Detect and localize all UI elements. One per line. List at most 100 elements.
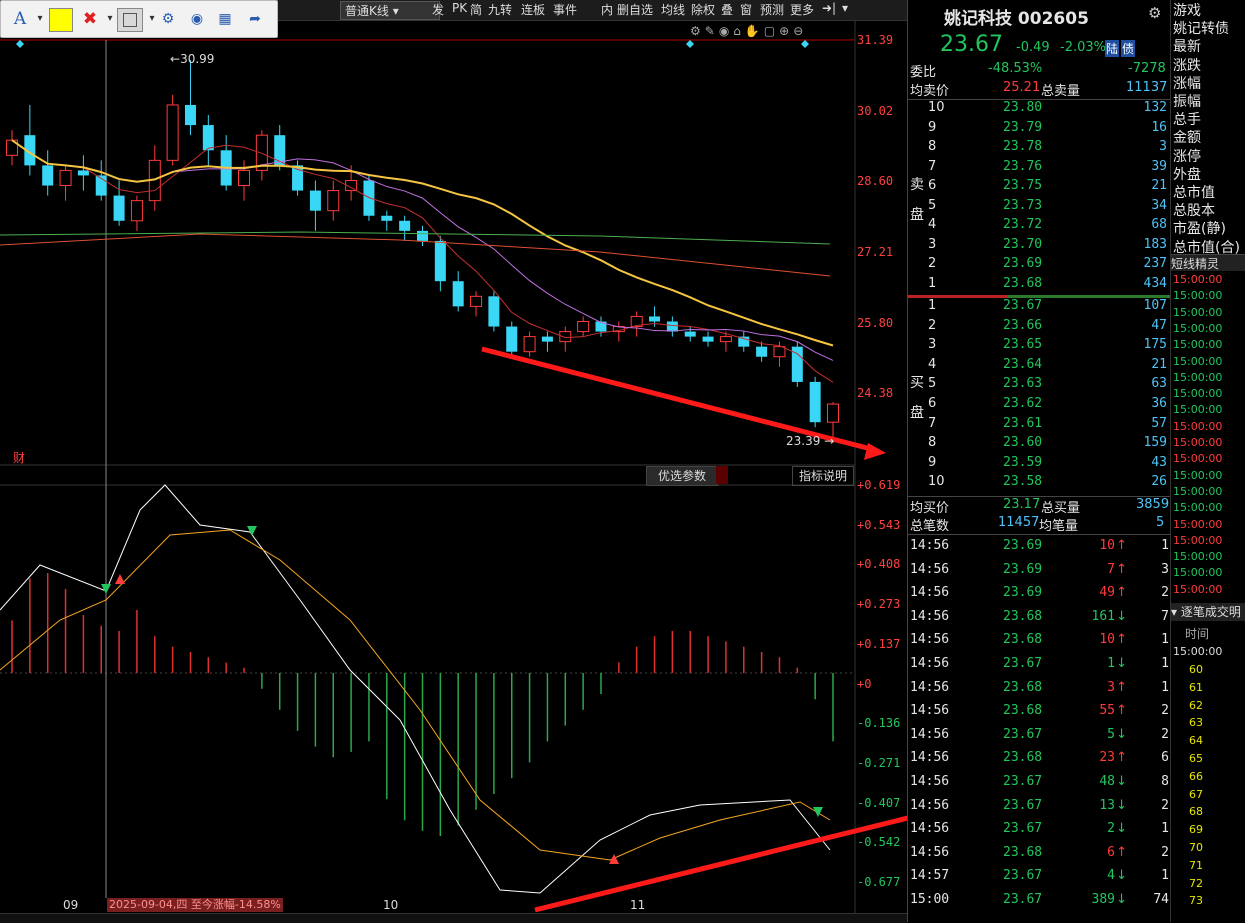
avg-sell-row: 均卖价 25.21 总卖量 11137 [908, 80, 1171, 100]
divergence-arrow[interactable] [534, 815, 907, 913]
arrow-up-icon: ↑ [1116, 844, 1127, 860]
trade-time: 15:00 [910, 892, 950, 907]
delete-icon[interactable]: ✖ [82, 9, 98, 29]
sprite-time: 15:00:00 [1173, 419, 1223, 433]
toolbar-item[interactable]: 连板 [521, 3, 546, 17]
total-sell-value: 11137 [1126, 80, 1168, 95]
weibi-row: 委比 -48.53% -7278 [908, 61, 1171, 80]
trade-count: 2 [1161, 844, 1169, 860]
toolbar-item[interactable]: 删自选 [617, 3, 654, 17]
trade-price: 23.67 [1003, 656, 1043, 671]
order-level: 7 [928, 415, 937, 431]
chart-tool-icons[interactable]: ⚙✎◉⌂✋▢⊕⊖ [690, 24, 808, 38]
trade-price: 23.67 [1003, 821, 1043, 837]
eye-icon[interactable]: ◉ [190, 11, 204, 27]
trade-row: 14:56 23.68 55 ↑ 2 [908, 703, 1171, 722]
tick-detail-title[interactable]: ▾ 逐笔成交明 [1171, 603, 1245, 621]
order-level: 3 [928, 337, 937, 353]
text-tool-icon[interactable]: A [13, 9, 27, 29]
indicator-tabs[interactable] [0, 913, 907, 923]
toolbar-item[interactable]: 简 [470, 3, 483, 17]
arrow-down-icon: ↓ [1116, 608, 1127, 624]
toolbar-item[interactable]: 叠 [721, 3, 734, 17]
price-change-pct: -2.03% [1060, 40, 1106, 55]
bond-badge[interactable]: 债 [1121, 40, 1136, 57]
candle-body [506, 326, 518, 352]
trade-price: 23.67 [1003, 726, 1043, 742]
trade-count: 6 [1161, 750, 1169, 766]
chevron-down-icon[interactable]: ▾ [37, 13, 43, 24]
chevron-down-icon[interactable]: ▾ [149, 13, 155, 24]
trade-time: 14:56 [910, 561, 950, 577]
trade-price: 23.69 [1003, 561, 1043, 577]
order-level: 1 [928, 298, 937, 313]
toolbar-item[interactable]: 除权 [691, 3, 716, 17]
order-price: 23.66 [1003, 317, 1043, 333]
finance-marker[interactable]: 财 [13, 451, 26, 465]
toolbar-item[interactable]: 九转 [488, 3, 513, 17]
trade-count: 8 [1161, 774, 1169, 789]
total-buy-value: 3859 [1136, 497, 1170, 512]
trade-row: 15:00 23.67 389 ↓ 74 [908, 892, 1171, 911]
arrow-head-icon [864, 443, 886, 460]
sell-order-row: 1 23.68 434 [908, 276, 1171, 295]
toolbar-item[interactable]: 窗 [740, 3, 753, 17]
buy-order-row: 3 23.65 175 [908, 337, 1171, 356]
toolbar-item[interactable]: 发 [432, 3, 445, 17]
order-volume: 47 [1151, 317, 1167, 333]
kline-chart[interactable] [0, 20, 907, 922]
shape-tool-icon[interactable] [117, 8, 143, 32]
sprite-time: 15:00:00 [1173, 403, 1223, 417]
trade-row: 14:57 23.67 4 ↓ 1 [908, 868, 1171, 887]
stock-code: 002605 [1017, 9, 1089, 29]
trade-volume: 1 [1107, 656, 1115, 671]
trade-time: 14:56 [910, 585, 950, 601]
sell-order-row: 3 23.70 183 [908, 237, 1171, 256]
candle-body [202, 125, 214, 151]
sprite-time: 15:00:00 [1173, 582, 1223, 596]
tick-number: 63 [1189, 716, 1203, 730]
sprite-time: 15:00:00 [1173, 338, 1223, 352]
short-line-sprite-title[interactable]: 短线精灵 [1171, 254, 1245, 271]
candle-body [827, 403, 839, 423]
trade-price: 23.67 [1003, 774, 1043, 789]
toolbar-item[interactable]: 事件 [553, 3, 578, 17]
tick-time-header: 时间 [1185, 627, 1210, 641]
trade-volume: 13 [1099, 797, 1115, 813]
arrow-down-icon: ↓ [1116, 774, 1127, 789]
toolbar-item[interactable]: 均线 [661, 3, 686, 17]
chart-area[interactable]: 31.39 30.02 28.60 27.21 25.80 24.38 +0.619 +0.… [0, 20, 907, 922]
event-marker-icon[interactable] [686, 40, 694, 48]
share-icon[interactable]: ➦ [249, 11, 261, 27]
grid-icon[interactable]: ▦ [218, 11, 232, 27]
gear-icon[interactable]: ⚙ [1148, 4, 1162, 22]
color-swatch[interactable] [49, 8, 73, 32]
candle-body [434, 240, 446, 282]
chevron-down-icon[interactable]: ▾ [107, 13, 113, 24]
trade-row: 14:56 23.68 3 ↑ 1 [908, 680, 1171, 699]
trade-volume: 2 [1107, 821, 1115, 837]
order-price: 23.64 [1003, 356, 1043, 372]
kline-type-select[interactable]: 普通K线 ▾ [340, 1, 440, 20]
order-volume: 68 [1151, 217, 1167, 232]
event-marker-icon[interactable] [801, 40, 809, 48]
trade-time: 14:56 [910, 821, 950, 837]
side-info-item: 总市值 [1173, 185, 1215, 201]
connect-badge[interactable]: 陆 [1105, 40, 1120, 57]
gear-icon[interactable]: ⚙ [161, 11, 175, 27]
optimize-params-button[interactable]: 优选参数 [646, 466, 718, 486]
chevron-down-icon[interactable]: ▾ [842, 1, 849, 15]
toolbar-item[interactable]: PK [452, 1, 468, 15]
trade-row: 14:56 23.68 23 ↑ 6 [908, 750, 1171, 769]
toolbar-item[interactable]: 内 [601, 3, 614, 17]
event-marker-icon[interactable] [16, 40, 24, 48]
downtrend-arrow[interactable] [481, 346, 876, 453]
toolbar-item[interactable]: 预测 [760, 3, 785, 17]
arrow-right-icon[interactable]: ➜| [822, 1, 837, 15]
order-level: 2 [928, 317, 937, 333]
candle-body [649, 316, 661, 322]
side-info-item: 游戏 [1173, 3, 1201, 19]
toolbar-item[interactable]: 更多 [790, 3, 815, 17]
indicator-help-button[interactable]: 指标说明 [792, 466, 854, 486]
sell-buy-divider-red [908, 295, 1008, 298]
